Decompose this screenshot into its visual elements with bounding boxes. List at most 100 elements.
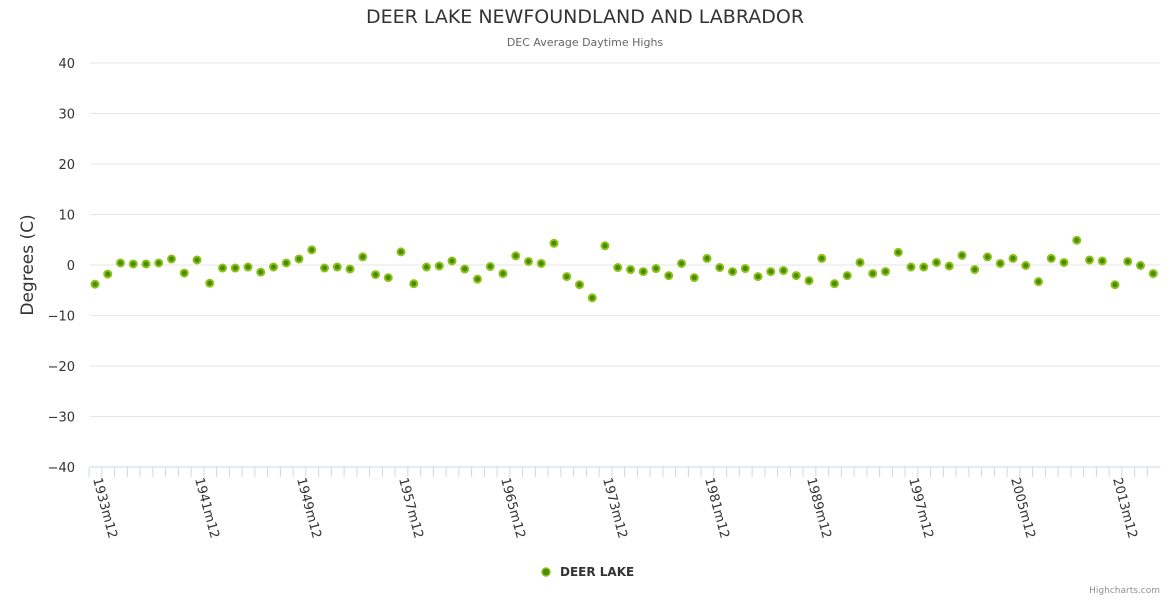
x-tick-label: 2005m12 — [1007, 476, 1038, 540]
data-point[interactable] — [983, 252, 992, 262]
data-point[interactable] — [332, 262, 342, 272]
data-point[interactable] — [536, 258, 546, 268]
data-point[interactable] — [855, 257, 865, 267]
data-point[interactable] — [587, 293, 597, 303]
data-point[interactable] — [1021, 261, 1031, 271]
data-point[interactable] — [524, 256, 533, 266]
data-point[interactable] — [830, 279, 839, 289]
data-point[interactable] — [1110, 280, 1120, 290]
data-point[interactable] — [919, 262, 929, 272]
data-point[interactable] — [383, 273, 393, 283]
data-point[interactable] — [842, 271, 852, 281]
data-point[interactable] — [498, 269, 508, 279]
data-point[interactable] — [230, 263, 240, 273]
data-point[interactable] — [906, 262, 916, 272]
data-point[interactable] — [626, 265, 635, 275]
data-point[interactable] — [944, 261, 954, 271]
data-point[interactable] — [116, 258, 125, 268]
data-point[interactable] — [613, 263, 623, 273]
x-axis: 1933m12 1941m12 1949m12 1957m12 1965m12 1973m… — [88, 466, 1160, 540]
y-tick-label: 40 — [58, 57, 75, 72]
data-point[interactable] — [141, 259, 151, 269]
legend-marker-icon — [541, 567, 551, 577]
data-point[interactable] — [281, 258, 291, 268]
data-point[interactable] — [677, 258, 686, 268]
y-tick-label: −30 — [48, 411, 75, 426]
data-point[interactable] — [1148, 269, 1158, 279]
data-point[interactable] — [600, 241, 610, 251]
data-point[interactable] — [562, 272, 572, 282]
credits-link[interactable]: Highcharts.com — [1089, 586, 1160, 596]
data-point[interactable] — [728, 267, 737, 277]
data-point[interactable] — [269, 262, 278, 272]
data-point[interactable] — [128, 259, 138, 269]
data-point[interactable] — [256, 267, 266, 277]
data-point[interactable] — [881, 267, 890, 277]
data-point[interactable] — [473, 274, 482, 284]
data-point[interactable] — [804, 276, 814, 286]
data-point[interactable] — [1072, 235, 1082, 245]
data-point[interactable] — [1123, 256, 1133, 266]
data-points — [90, 235, 1158, 303]
data-point[interactable] — [371, 270, 380, 280]
y-tick-label: 0 — [67, 259, 75, 274]
data-point[interactable] — [167, 254, 176, 264]
data-point[interactable] — [779, 266, 788, 276]
data-point[interactable] — [791, 271, 801, 281]
data-point[interactable] — [485, 262, 495, 272]
data-point[interactable] — [358, 252, 368, 262]
data-point[interactable] — [1008, 253, 1018, 263]
data-point[interactable] — [817, 253, 827, 263]
data-point[interactable] — [434, 261, 444, 271]
data-point[interactable] — [154, 258, 164, 268]
data-point[interactable] — [409, 279, 419, 289]
data-point[interactable] — [753, 272, 763, 282]
data-point[interactable] — [766, 267, 776, 277]
data-point[interactable] — [460, 264, 470, 274]
data-point[interactable] — [447, 256, 457, 266]
data-point[interactable] — [1059, 257, 1069, 267]
data-point[interactable] — [307, 245, 317, 255]
data-point[interactable] — [192, 255, 202, 265]
data-point[interactable] — [345, 264, 355, 274]
x-tick-label: 1989m12 — [803, 476, 834, 540]
data-point[interactable] — [1046, 253, 1056, 263]
y-tick-label: −40 — [48, 461, 75, 476]
data-point[interactable] — [957, 250, 967, 260]
data-point[interactable] — [638, 267, 648, 277]
data-point[interactable] — [396, 247, 406, 257]
data-point[interactable] — [740, 264, 750, 274]
data-point[interactable] — [243, 262, 253, 272]
data-point[interactable] — [179, 268, 189, 278]
chart-subtitle: DEC Average Daytime Highs — [506, 36, 664, 49]
data-point[interactable] — [1085, 255, 1094, 265]
data-point[interactable] — [664, 271, 674, 281]
legend-label: DEER LAKE — [560, 565, 634, 579]
data-point[interactable] — [575, 280, 584, 290]
data-point[interactable] — [205, 278, 215, 288]
data-point[interactable] — [422, 262, 431, 272]
data-point[interactable] — [868, 269, 878, 279]
data-point[interactable] — [715, 263, 725, 273]
data-point[interactable] — [549, 238, 559, 248]
x-tick-label: 1981m12 — [701, 476, 732, 540]
data-point[interactable] — [893, 247, 903, 257]
data-point[interactable] — [103, 269, 113, 279]
data-point[interactable] — [511, 251, 521, 261]
data-point[interactable] — [702, 253, 712, 263]
data-point[interactable] — [218, 263, 227, 273]
data-point[interactable] — [1097, 256, 1107, 266]
data-point[interactable] — [932, 257, 941, 267]
data-point[interactable] — [1136, 261, 1145, 271]
data-point[interactable] — [651, 264, 661, 274]
x-tick-label: 1957m12 — [395, 476, 426, 540]
data-point[interactable] — [294, 254, 304, 264]
legend-item[interactable]: DEER LAKE — [541, 565, 634, 579]
data-point[interactable] — [320, 263, 329, 273]
data-point[interactable] — [689, 273, 699, 283]
x-tick-label: 1973m12 — [599, 476, 630, 540]
data-point[interactable] — [995, 258, 1005, 268]
data-point[interactable] — [1034, 277, 1043, 287]
data-point[interactable] — [90, 279, 100, 289]
data-point[interactable] — [970, 265, 980, 275]
